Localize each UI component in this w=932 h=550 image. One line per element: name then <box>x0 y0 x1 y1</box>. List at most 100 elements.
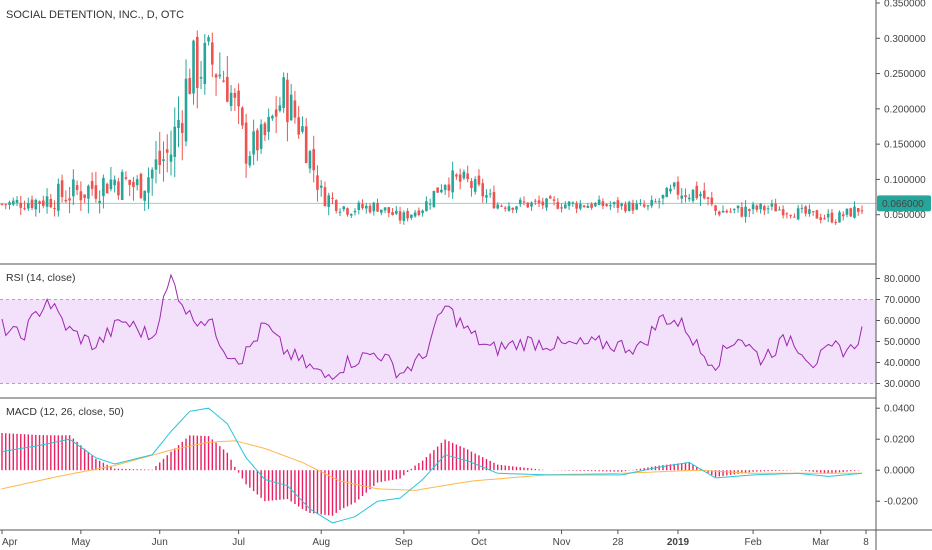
candle <box>485 189 488 204</box>
candle <box>609 201 612 211</box>
candle <box>128 179 131 197</box>
candle-body <box>507 206 511 211</box>
candle-body <box>207 37 210 42</box>
candle <box>616 197 620 213</box>
candle-body <box>436 187 439 193</box>
candle-body <box>124 177 128 179</box>
candle <box>763 204 766 216</box>
candle-body <box>522 201 526 203</box>
last-price-tag-label: 0.066000 <box>882 199 924 210</box>
candle <box>860 205 864 215</box>
candle-body <box>165 149 169 153</box>
candle <box>455 173 458 180</box>
price-tick-label: 0.050000 <box>884 210 926 221</box>
candle-body <box>672 182 676 187</box>
candle <box>657 198 661 209</box>
candle-body <box>346 208 349 215</box>
time-scale[interactable]: Apr May Jun Jul Aug Sep Oct Nov 28 2019 Feb Mar 8 <box>1 530 869 548</box>
candle <box>530 201 533 211</box>
last-price-tag-box <box>877 195 931 212</box>
candle <box>75 180 79 196</box>
candle-body <box>781 209 785 216</box>
candle-body <box>372 202 376 212</box>
candle <box>353 208 357 216</box>
candle-body <box>488 193 492 195</box>
candle-body <box>789 215 792 217</box>
candle-body <box>856 208 860 212</box>
candle <box>64 190 68 203</box>
macd-scale[interactable]: 0.0400 0.0200 0.0000 -0.0200 <box>876 404 918 508</box>
candle-body <box>45 196 49 207</box>
candle <box>342 205 346 212</box>
candle <box>473 176 477 195</box>
candles <box>0 30 864 225</box>
candle-body <box>687 197 691 200</box>
candle-body <box>278 105 282 111</box>
candle-body <box>342 206 346 210</box>
candle <box>721 205 725 213</box>
candle <box>120 169 124 200</box>
candle <box>564 201 567 209</box>
candle <box>57 178 60 217</box>
candle <box>440 184 443 194</box>
rsi-band-group <box>0 299 876 384</box>
price-scale[interactable]: 0.350000 0.300000 0.250000 0.200000 0.150000… <box>876 0 926 221</box>
candle-body <box>759 203 762 210</box>
rsi-title: RSI (14, close) <box>6 272 75 284</box>
candle-body <box>601 201 605 206</box>
candle-body <box>282 77 285 108</box>
candle-body <box>503 207 507 209</box>
candle <box>684 188 687 203</box>
candle <box>150 167 154 196</box>
candle <box>428 198 432 210</box>
candle-body <box>500 205 503 207</box>
candle-body <box>312 149 316 171</box>
candle-body <box>560 207 563 209</box>
candle-body <box>83 194 86 198</box>
candle <box>766 205 770 214</box>
candle-body <box>721 211 725 213</box>
macd-pane[interactable]: MACD (12, 26, close, 50) <box>1 406 863 524</box>
candle <box>503 206 507 212</box>
candle <box>406 208 409 222</box>
price-pane[interactable]: SOCIAL DETENTION, INC., D, OTC <box>0 9 876 225</box>
candle <box>699 191 702 206</box>
candle-body <box>75 185 79 191</box>
candle-body <box>481 183 484 197</box>
candle <box>650 195 653 209</box>
candle <box>398 206 402 224</box>
candle <box>11 197 15 207</box>
candle-body <box>64 199 68 202</box>
candle <box>177 96 180 148</box>
rsi-line-group <box>1 273 863 381</box>
candle-body <box>661 194 665 199</box>
candle-body <box>177 120 180 129</box>
candle-body <box>631 202 635 211</box>
candle-body <box>853 206 856 218</box>
macd-tick-label: -0.0200 <box>884 497 918 508</box>
candle <box>740 202 744 218</box>
time-tick-label: Jul <box>232 537 245 548</box>
candle <box>436 187 439 193</box>
candle <box>391 208 394 216</box>
time-tick-label: Jun <box>152 537 168 548</box>
candle <box>830 209 834 224</box>
candle <box>282 72 285 113</box>
candle <box>432 190 436 209</box>
candle-body <box>319 185 323 188</box>
candle <box>646 204 650 211</box>
candle-body <box>834 222 838 224</box>
candle-body <box>241 107 244 126</box>
candle <box>605 203 608 207</box>
candle <box>402 210 406 225</box>
rsi-pane[interactable]: RSI (14, close) <box>1 272 863 381</box>
candle-body <box>627 202 631 211</box>
time-tick-label: Sep <box>395 537 413 548</box>
rsi-scale[interactable]: 80.0000 70.0000 60.0000 50.0000 40.0000 30.00… <box>876 274 921 390</box>
candle-body <box>364 205 368 209</box>
candle-body <box>237 90 240 107</box>
candle <box>79 181 83 211</box>
candle-body <box>646 205 650 207</box>
candle <box>481 178 484 203</box>
